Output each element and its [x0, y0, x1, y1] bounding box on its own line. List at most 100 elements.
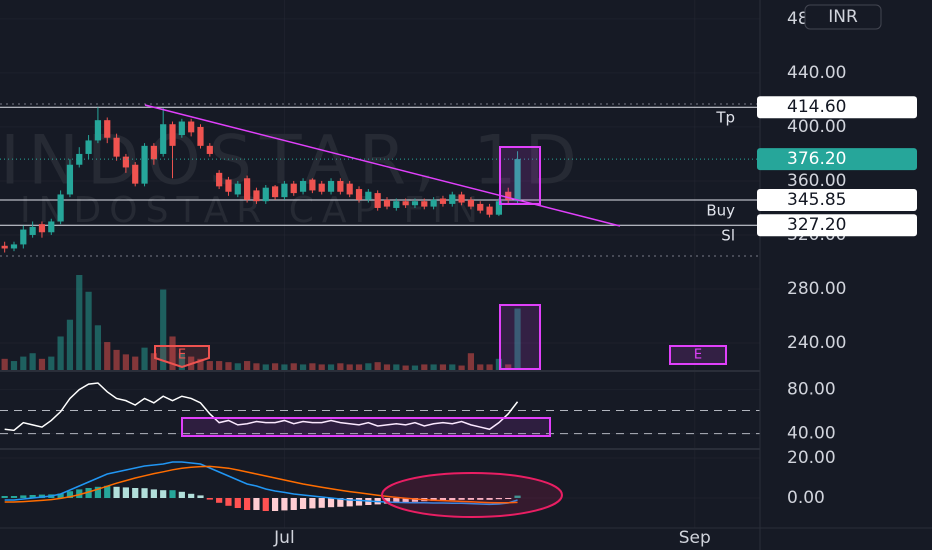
- volume-bar: [309, 363, 316, 370]
- volume-bar: [411, 365, 419, 370]
- histogram-bar: [495, 498, 502, 500]
- volume-bar: [477, 364, 484, 370]
- histogram-bar: [505, 498, 512, 499]
- volume-bar: [104, 342, 111, 370]
- candle-body: [48, 221, 55, 233]
- marker-shape: [669, 345, 727, 365]
- volume-bar: [10, 361, 18, 370]
- y-tick-label: 440.00: [787, 63, 846, 83]
- histogram-bar: [477, 498, 484, 500]
- candle-body: [365, 191, 372, 200]
- histogram-bar: [411, 498, 419, 502]
- volume-bar: [365, 363, 372, 370]
- volume-bar: [66, 319, 74, 370]
- histogram-bar: [206, 498, 213, 500]
- volume-bar: [1, 358, 8, 370]
- candle-body: [85, 140, 92, 154]
- histogram-bar: [225, 498, 232, 506]
- histogram-bar: [197, 495, 204, 498]
- x-tick-label: Sep: [679, 528, 711, 548]
- y-tick-label: 360.00: [787, 171, 846, 191]
- macd-line: [4, 461, 518, 506]
- volume-bar: [458, 365, 465, 370]
- histogram-bar: [486, 498, 493, 500]
- candle-body: [197, 126, 204, 146]
- candle-body: [188, 121, 195, 133]
- candle-body: [66, 164, 74, 195]
- volume-bar: [337, 363, 344, 370]
- histogram-bar: [318, 498, 325, 508]
- candle-body: [104, 120, 111, 138]
- candle-body: [10, 244, 18, 249]
- candle-body: [439, 198, 447, 204]
- histogram-bar: [309, 498, 316, 509]
- level-name: Sl: [721, 227, 735, 245]
- histogram-bar: [393, 498, 400, 503]
- price-tag-label: 327.20: [787, 215, 846, 235]
- volume-bar: [402, 365, 409, 370]
- candle-body: [253, 190, 260, 202]
- candle-body: [169, 124, 176, 146]
- volume-bar: [262, 364, 269, 370]
- histogram-bar: [113, 486, 120, 498]
- histogram-bar: [104, 485, 111, 498]
- volume-bar: [449, 364, 456, 370]
- level-name: Tp: [715, 109, 735, 127]
- histogram-bar: [402, 498, 409, 503]
- highlight-box: [181, 417, 551, 437]
- candle-body: [337, 180, 344, 192]
- candle-body: [346, 183, 353, 195]
- histogram-bar: [299, 498, 307, 509]
- candle-body: [38, 224, 46, 233]
- histogram-bar: [337, 498, 344, 507]
- histogram-bar: [141, 488, 148, 498]
- histogram-bar: [244, 498, 251, 510]
- last-price-label: 376.20: [787, 149, 846, 169]
- candle-body: [430, 199, 437, 207]
- volume-bar: [29, 353, 36, 370]
- candle-body: [290, 183, 297, 194]
- candle-body: [421, 201, 428, 207]
- volume-bar: [430, 364, 437, 370]
- plot: Tp Buy Sl: [0, 106, 760, 511]
- histogram-bar: [234, 498, 241, 508]
- volume-bar: [85, 291, 92, 370]
- volume-bar: [169, 336, 176, 370]
- candle-body: [514, 159, 521, 202]
- candle-body: [20, 229, 27, 245]
- volume-bar: [299, 364, 307, 370]
- volume-bar: [94, 325, 102, 370]
- trend-line: [144, 104, 621, 227]
- volume-bar: [122, 354, 129, 370]
- volume-bar: [141, 347, 148, 370]
- currency-badge[interactable]: [804, 4, 882, 30]
- volume-bar: [355, 364, 363, 370]
- last-price-tag: [757, 148, 917, 171]
- histogram-bar: [290, 498, 297, 510]
- candle-body: [141, 145, 148, 184]
- macd-line: [4, 465, 518, 504]
- histogram-bar: [169, 490, 176, 498]
- volume-bar: [374, 362, 381, 370]
- volume-bar: [76, 275, 83, 370]
- volume-bar: [216, 361, 223, 370]
- histogram-bar: [439, 498, 447, 501]
- candle-body: [113, 137, 120, 157]
- candle-body: [318, 183, 325, 192]
- histogram-bar: [85, 488, 92, 498]
- histogram-bar: [122, 487, 129, 498]
- price-tag: [757, 214, 917, 237]
- volume-bar: [467, 353, 475, 370]
- volume-bar: [132, 356, 139, 370]
- rsi-line: [4, 382, 519, 432]
- price-tag: [757, 189, 917, 212]
- histogram-bar: [20, 495, 27, 498]
- candle-body: [467, 199, 475, 207]
- currency-label: INR: [828, 7, 858, 27]
- y-tick-label: 80.00: [787, 380, 836, 400]
- volume-bar: [346, 364, 353, 370]
- histogram-bar: [150, 489, 157, 498]
- y-tick-label: 280.00: [787, 279, 846, 299]
- candle-body: [216, 172, 223, 187]
- candle-body: [150, 145, 157, 160]
